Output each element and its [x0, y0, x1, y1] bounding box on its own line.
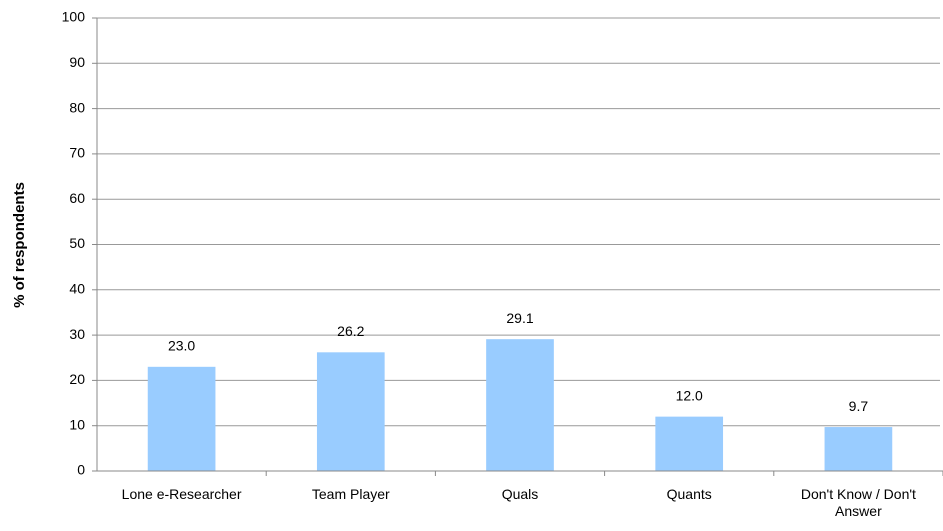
- data-label: 29.1: [506, 310, 533, 326]
- y-tick-label: 20: [69, 371, 85, 387]
- y-tick-label: 30: [69, 326, 85, 342]
- bar: [147, 366, 216, 471]
- data-label: 26.2: [337, 323, 364, 339]
- y-tick-label: 50: [69, 235, 85, 251]
- x-tick-label: Team Player: [311, 486, 390, 502]
- x-tick-label: Quals: [501, 486, 539, 502]
- x-tick-label: Quants: [666, 486, 712, 502]
- y-tick-label: 70: [69, 145, 85, 161]
- data-label: 12.0: [676, 387, 703, 403]
- bar: [655, 416, 724, 471]
- y-tick-label: 0: [77, 462, 85, 478]
- x-tick-label: Don't Know / Don't Answer: [800, 486, 916, 519]
- data-label: 23.0: [168, 338, 195, 354]
- x-tick-label: Lone e-Researcher: [121, 486, 242, 502]
- y-tick-label: 80: [69, 99, 85, 115]
- y-tick-label: 10: [69, 416, 85, 432]
- bar: [316, 352, 385, 471]
- y-axis-label: % of respondents: [11, 182, 28, 308]
- y-tick-label: 100: [62, 9, 86, 25]
- data-label: 9.7: [849, 398, 869, 414]
- y-tick-label: 90: [69, 54, 85, 70]
- bar: [824, 427, 893, 471]
- y-tick-label: 60: [69, 190, 85, 206]
- bar: [486, 339, 554, 471]
- y-tick-label: 40: [69, 281, 85, 297]
